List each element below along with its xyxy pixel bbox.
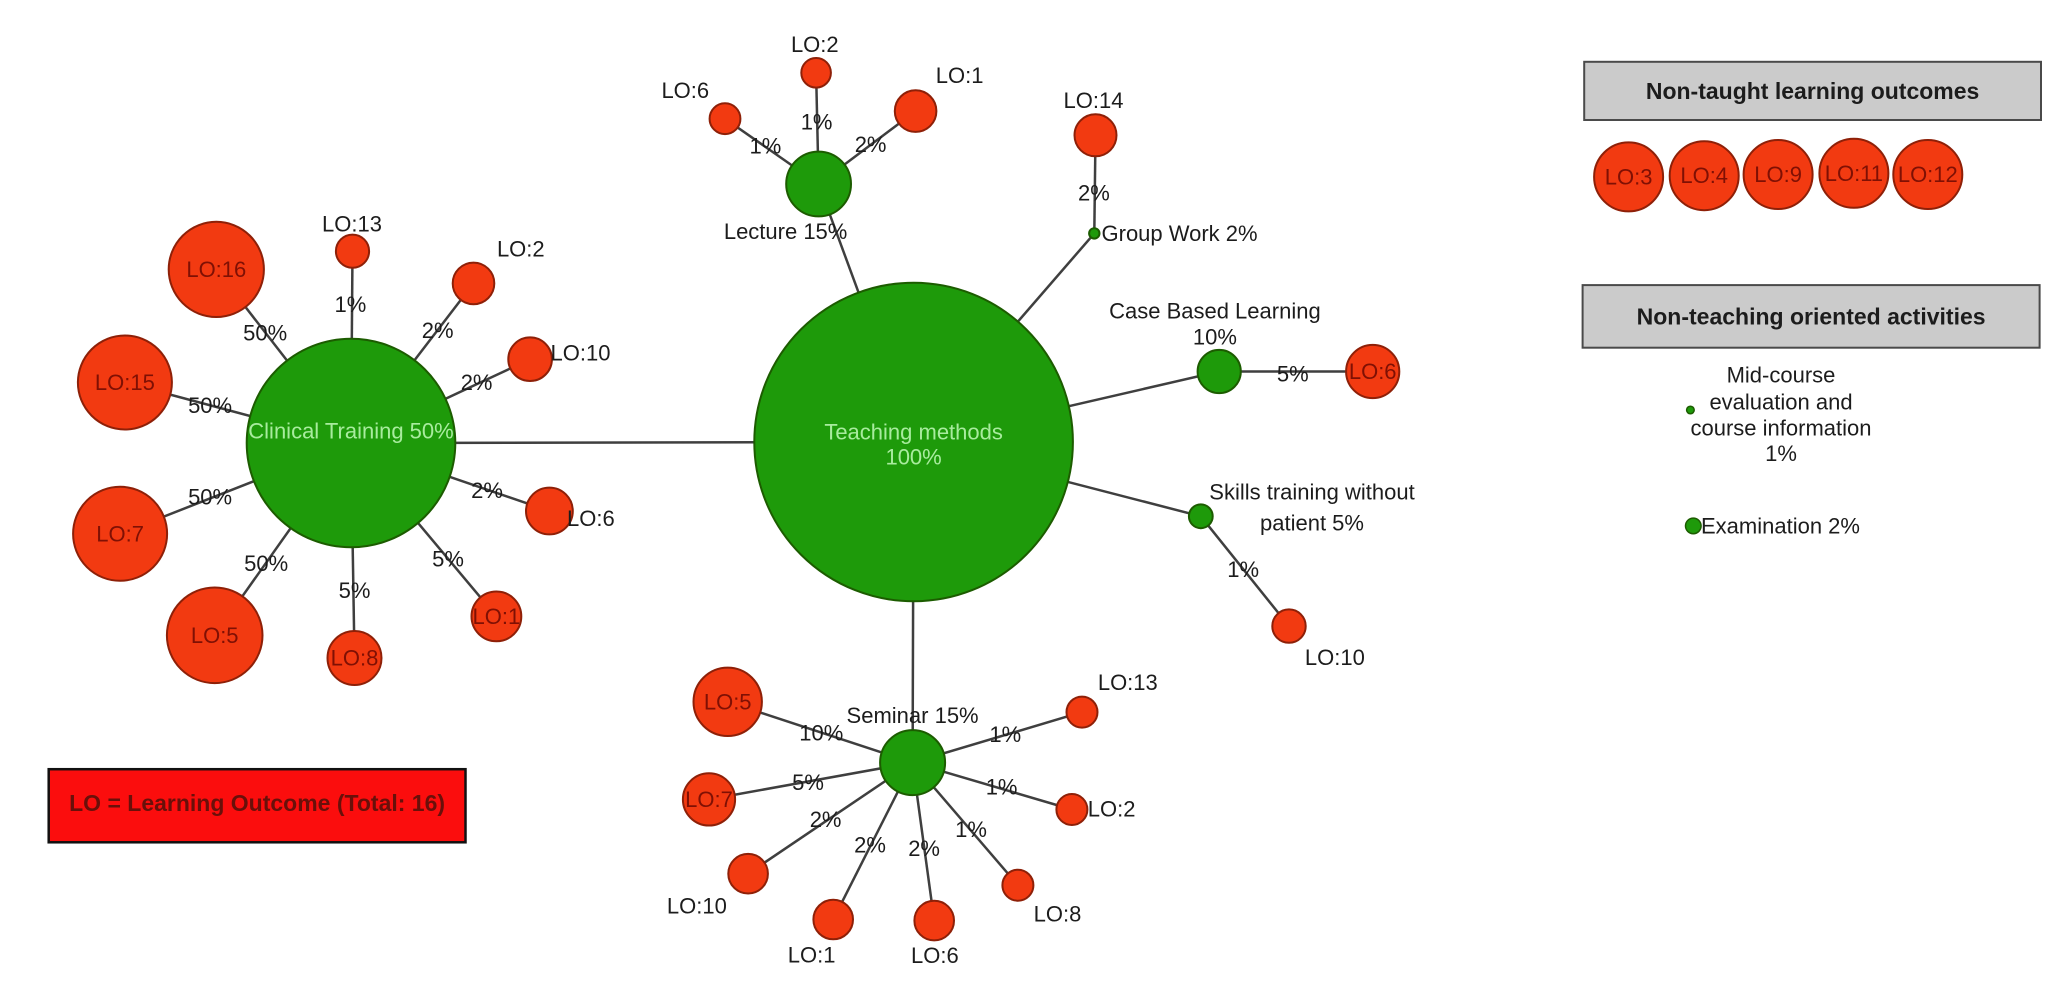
- svg-text:LO:12: LO:12: [1898, 162, 1958, 187]
- svg-text:1%: 1%: [989, 722, 1021, 747]
- svg-text:1%: 1%: [955, 817, 987, 842]
- svg-text:LO:10: LO:10: [1305, 645, 1365, 670]
- svg-text:Mid-course: Mid-course: [1727, 362, 1836, 387]
- svg-text:5%: 5%: [1277, 361, 1309, 386]
- svg-text:5%: 5%: [792, 770, 824, 795]
- svg-text:2%: 2%: [1078, 180, 1110, 205]
- svg-text:50%: 50%: [243, 321, 287, 346]
- svg-text:2%: 2%: [471, 478, 503, 503]
- svg-text:Examination 2%: Examination 2%: [1701, 513, 1860, 538]
- svg-text:Group Work 2%: Group Work 2%: [1102, 221, 1258, 246]
- svg-text:LO:13: LO:13: [322, 212, 382, 237]
- svg-text:patient 5%: patient 5%: [1260, 511, 1364, 536]
- svg-text:1%: 1%: [335, 292, 367, 317]
- svg-text:2%: 2%: [422, 318, 454, 343]
- svg-text:Non-taught learning outcomes: Non-taught learning outcomes: [1646, 78, 1980, 104]
- svg-text:LO:7: LO:7: [685, 787, 733, 812]
- svg-text:LO:2: LO:2: [497, 237, 545, 262]
- svg-text:LO:15: LO:15: [95, 370, 155, 395]
- svg-text:LO:1: LO:1: [473, 604, 521, 629]
- svg-text:2%: 2%: [854, 832, 886, 857]
- svg-text:LO:13: LO:13: [1098, 670, 1158, 695]
- svg-text:2%: 2%: [855, 132, 887, 157]
- svg-text:LO:6: LO:6: [1349, 359, 1397, 384]
- svg-text:50%: 50%: [188, 393, 232, 418]
- svg-text:5%: 5%: [339, 578, 371, 603]
- svg-text:1%: 1%: [1227, 557, 1259, 582]
- svg-text:100%: 100%: [885, 445, 941, 470]
- svg-text:LO:2: LO:2: [1088, 796, 1136, 821]
- svg-text:LO:1: LO:1: [936, 63, 984, 88]
- svg-text:LO:6: LO:6: [661, 78, 709, 103]
- svg-text:LO:4: LO:4: [1680, 163, 1728, 188]
- svg-text:LO = Learning Outcome (Total:: LO = Learning Outcome (Total: 16): [69, 790, 445, 816]
- svg-text:LO:2: LO:2: [791, 32, 839, 57]
- svg-text:LO:8: LO:8: [1034, 902, 1082, 927]
- svg-text:1%: 1%: [750, 134, 782, 159]
- svg-text:Skills training without: Skills training without: [1209, 480, 1414, 505]
- svg-text:Teaching methods: Teaching methods: [824, 420, 1003, 445]
- svg-text:2%: 2%: [461, 370, 493, 395]
- svg-text:LO:11: LO:11: [1825, 161, 1883, 186]
- svg-text:LO:9: LO:9: [1754, 162, 1802, 187]
- svg-text:5%: 5%: [432, 547, 464, 572]
- svg-text:10%: 10%: [1193, 324, 1237, 349]
- svg-text:10%: 10%: [799, 721, 843, 746]
- svg-text:LO:14: LO:14: [1064, 88, 1124, 113]
- svg-text:LO:7: LO:7: [96, 521, 144, 546]
- svg-text:1%: 1%: [1765, 441, 1797, 466]
- svg-text:50%: 50%: [188, 484, 232, 509]
- svg-text:LO:10: LO:10: [667, 894, 727, 919]
- svg-text:1%: 1%: [801, 109, 833, 134]
- svg-text:LO:16: LO:16: [186, 257, 246, 282]
- svg-text:Seminar 15%: Seminar 15%: [847, 703, 979, 728]
- svg-text:Non-teaching oriented activiti: Non-teaching oriented activities: [1637, 303, 1986, 329]
- svg-text:Case Based Learning: Case Based Learning: [1109, 299, 1321, 324]
- svg-text:LO:5: LO:5: [704, 689, 752, 714]
- svg-text:evaluation and: evaluation and: [1709, 389, 1852, 414]
- svg-text:1%: 1%: [986, 775, 1018, 800]
- svg-text:LO:3: LO:3: [1605, 164, 1653, 189]
- svg-text:LO:10: LO:10: [551, 341, 611, 366]
- svg-text:2%: 2%: [908, 836, 940, 861]
- svg-text:LO:1: LO:1: [788, 942, 836, 967]
- svg-text:50%: 50%: [244, 551, 288, 576]
- svg-text:LO:5: LO:5: [191, 623, 239, 648]
- svg-text:LO:6: LO:6: [567, 506, 615, 531]
- svg-text:2%: 2%: [810, 807, 842, 832]
- svg-text:course information: course information: [1691, 415, 1872, 440]
- svg-text:LO:6: LO:6: [911, 943, 959, 968]
- svg-text:Clinical Training 50%: Clinical Training 50%: [248, 419, 453, 444]
- svg-text:LO:8: LO:8: [331, 646, 379, 671]
- svg-text:Lecture 15%: Lecture 15%: [724, 219, 848, 244]
